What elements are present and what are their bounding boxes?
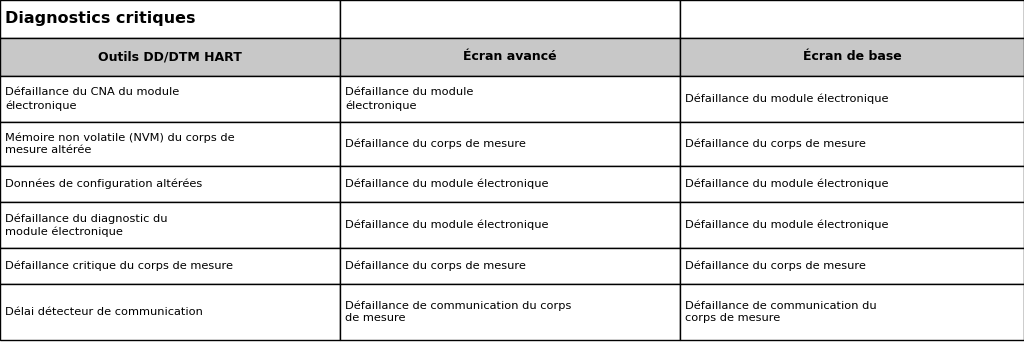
Text: Défaillance critique du corps de mesure: Défaillance critique du corps de mesure (5, 261, 233, 271)
Text: Défaillance du module électronique: Défaillance du module électronique (345, 179, 549, 189)
Bar (0, 248, 340, 284)
Bar (680, 202, 1024, 248)
Bar (0, 38, 340, 76)
Bar (0, 122, 340, 166)
Bar (340, 284, 680, 340)
Bar (340, 248, 680, 284)
Text: Données de configuration altérées: Données de configuration altérées (5, 179, 203, 189)
Text: Défaillance du module électronique: Défaillance du module électronique (685, 220, 889, 230)
Text: Défaillance du corps de mesure: Défaillance du corps de mesure (345, 139, 526, 149)
Bar (0, 284, 340, 340)
Text: Défaillance de communication du
corps de mesure: Défaillance de communication du corps de… (685, 301, 877, 323)
Bar (680, 0, 1024, 38)
Text: Défaillance du CNA du module
électronique: Défaillance du CNA du module électroniqu… (5, 88, 179, 110)
Bar (680, 76, 1024, 122)
Bar (340, 122, 680, 166)
Text: Défaillance du module
électronique: Défaillance du module électronique (345, 88, 473, 110)
Text: Défaillance du module électronique: Défaillance du module électronique (345, 220, 549, 230)
Text: Mémoire non volatile (NVM) du corps de
mesure altérée: Mémoire non volatile (NVM) du corps de m… (5, 132, 234, 155)
Bar (680, 248, 1024, 284)
Text: Délai détecteur de communication: Délai détecteur de communication (5, 307, 203, 317)
Bar (0, 0, 340, 38)
Bar (0, 202, 340, 248)
Text: Défaillance du module électronique: Défaillance du module électronique (685, 179, 889, 189)
Text: Défaillance du module électronique: Défaillance du module électronique (685, 94, 889, 104)
Text: Défaillance du corps de mesure: Défaillance du corps de mesure (685, 139, 866, 149)
Bar (680, 284, 1024, 340)
Bar (0, 166, 340, 202)
Text: Outils DD/DTM HART: Outils DD/DTM HART (98, 50, 242, 64)
Bar (340, 166, 680, 202)
Text: Défaillance de communication du corps
de mesure: Défaillance de communication du corps de… (345, 300, 571, 323)
Text: Défaillance du corps de mesure: Défaillance du corps de mesure (345, 261, 526, 271)
Text: Écran avancé: Écran avancé (463, 50, 557, 64)
Text: Diagnostics critiques: Diagnostics critiques (5, 12, 196, 26)
Bar (340, 38, 680, 76)
Bar (340, 202, 680, 248)
Text: Écran de base: Écran de base (803, 50, 901, 64)
Bar (680, 122, 1024, 166)
Text: Défaillance du corps de mesure: Défaillance du corps de mesure (685, 261, 866, 271)
Bar (340, 0, 680, 38)
Text: Défaillance du diagnostic du
module électronique: Défaillance du diagnostic du module élec… (5, 213, 168, 237)
Bar (680, 166, 1024, 202)
Bar (0, 76, 340, 122)
Bar (680, 38, 1024, 76)
Bar (340, 76, 680, 122)
